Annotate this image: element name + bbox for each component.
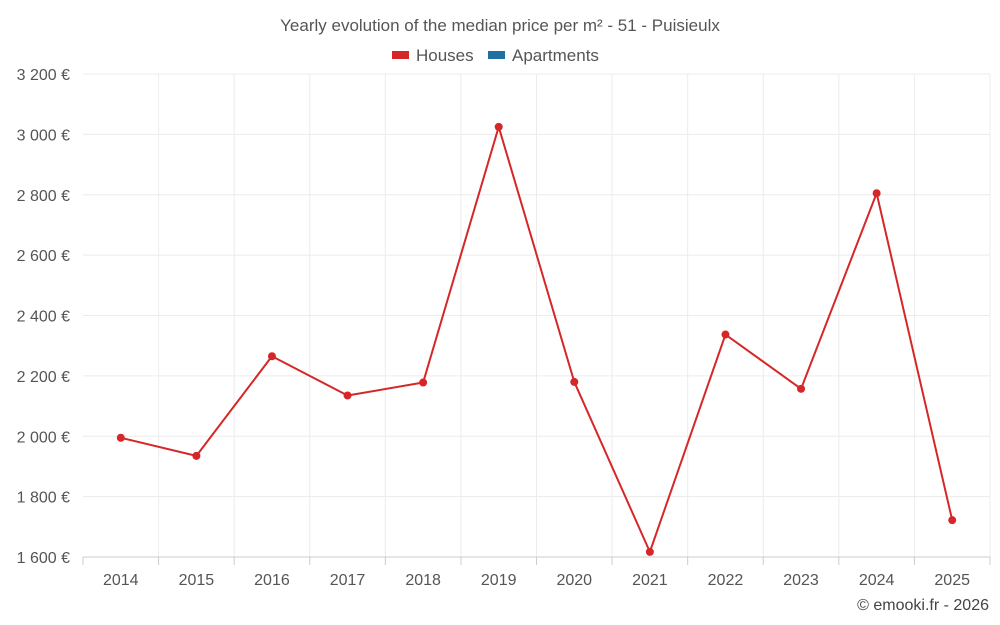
x-tick-label: 2022: [708, 572, 744, 589]
x-tick-label: 2020: [556, 572, 592, 589]
x-tick-label: 2014: [103, 572, 139, 589]
x-tick-label: 2023: [783, 572, 819, 589]
y-tick-label: 2 400 €: [17, 309, 70, 326]
x-tick-label: 2025: [934, 572, 970, 589]
data-point-houses[interactable]: [419, 378, 428, 387]
x-tick-label: 2019: [481, 572, 517, 589]
series: [116, 122, 957, 556]
legend-swatch-apartments: [488, 51, 505, 59]
x-tick-label: 2021: [632, 572, 668, 589]
y-tick-label: 3 000 €: [17, 127, 70, 144]
data-point-houses[interactable]: [116, 433, 125, 442]
legend: Houses Apartments: [392, 46, 599, 65]
x-tick-label: 2016: [254, 572, 290, 589]
data-point-houses[interactable]: [570, 377, 579, 386]
data-point-houses[interactable]: [872, 189, 881, 198]
legend-item-apartments[interactable]: Apartments: [488, 46, 599, 65]
y-tick-label: 1 600 €: [17, 550, 70, 567]
data-point-houses[interactable]: [797, 384, 806, 393]
y-tick-label: 2 000 €: [17, 429, 70, 446]
y-tick-label: 2 200 €: [17, 369, 70, 386]
credit-text: © emooki.fr - 2026: [857, 597, 989, 614]
chart-title: Yearly evolution of the median price per…: [280, 16, 720, 35]
y-tick-label: 3 200 €: [17, 67, 70, 84]
x-tick-label: 2017: [330, 572, 366, 589]
data-point-houses[interactable]: [343, 391, 352, 400]
y-tick-label: 2 600 €: [17, 248, 70, 265]
legend-item-houses[interactable]: Houses: [392, 46, 474, 65]
data-point-houses[interactable]: [192, 451, 201, 460]
data-point-houses[interactable]: [948, 516, 957, 525]
y-tick-label: 1 800 €: [17, 490, 70, 507]
data-point-houses[interactable]: [721, 330, 730, 339]
x-tick-label: 2015: [179, 572, 215, 589]
legend-label-apartments: Apartments: [512, 46, 599, 65]
y-tick-label: 2 800 €: [17, 188, 70, 205]
data-point-houses[interactable]: [494, 122, 503, 131]
data-point-houses[interactable]: [267, 352, 276, 361]
axes: 1 600 € 1 800 € 2 000 € 2 200 € 2 400 € 2 600…: [17, 67, 991, 589]
x-tick-label: 2024: [859, 572, 895, 589]
grid: [83, 73, 991, 557]
series-line-houses: [120, 125, 954, 553]
legend-label-houses: Houses: [416, 46, 474, 65]
x-tick-label: 2018: [405, 572, 441, 589]
legend-swatch-houses: [392, 51, 409, 59]
data-point-houses[interactable]: [645, 547, 654, 556]
